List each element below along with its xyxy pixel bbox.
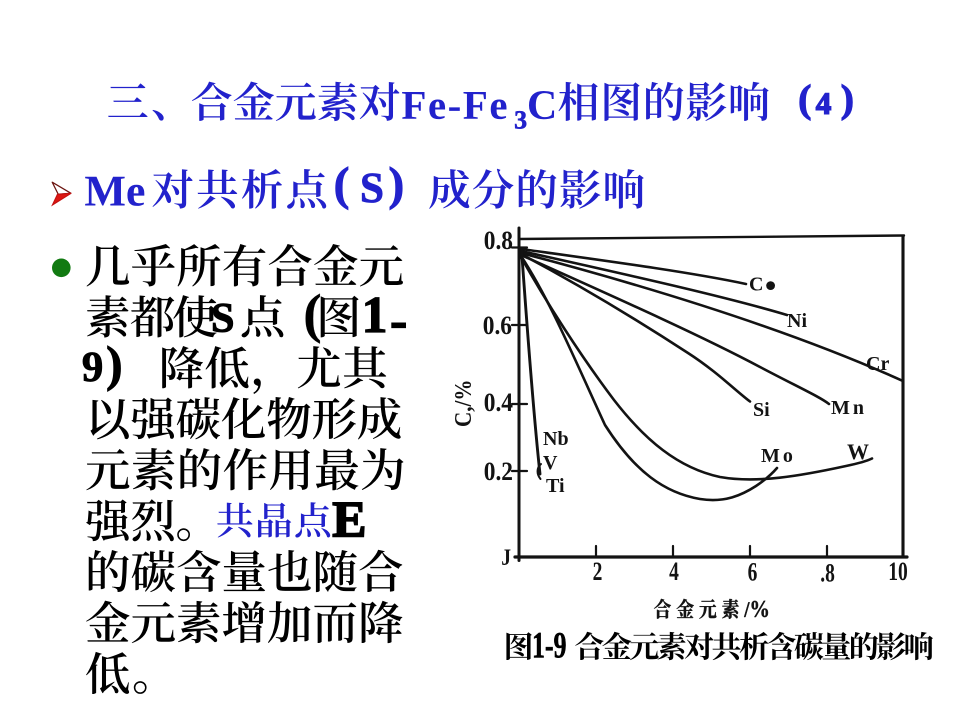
svg-text:Mo: Mo [761,445,796,467]
svg-text:0.6: 0.6 [483,312,512,340]
svg-text:Ni: Ni [787,310,807,332]
svg-text:6: 6 [748,558,758,586]
svg-text:Nb: Nb [543,428,569,450]
svg-text:0.2: 0.2 [484,458,513,486]
svg-text:V: V [543,452,558,474]
svg-text:0.4: 0.4 [484,389,513,417]
svg-text:10: 10 [888,557,907,585]
svg-text:Mn: Mn [831,397,867,419]
svg-text:C: C [749,273,763,295]
svg-text:Cr: Cr [866,353,889,375]
svg-text:C,/%: C,/% [450,379,477,427]
svg-text:Si: Si [753,399,770,421]
svg-text:2: 2 [593,557,603,585]
svg-text:Ti: Ti [546,475,565,497]
svg-text:J: J [501,545,511,571]
svg-text:.8: .8 [820,559,835,587]
svg-text:4: 4 [669,557,679,585]
svg-text:0.8: 0.8 [484,227,513,255]
svg-text:W: W [847,439,869,464]
